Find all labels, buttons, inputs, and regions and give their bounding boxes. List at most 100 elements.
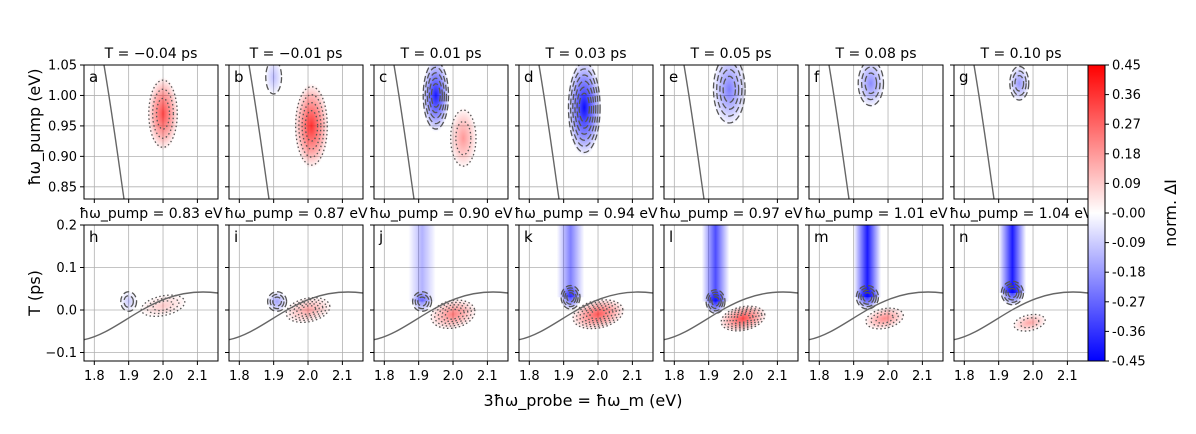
positive-feature-contour — [729, 310, 757, 327]
negative-streak — [408, 225, 436, 302]
panel-b: b T = −0.01 ps — [225, 46, 364, 203]
heatmap-area — [519, 65, 653, 199]
positive-feature-fill — [139, 294, 187, 318]
panel-title: T = 0.10 ps — [980, 46, 1062, 62]
panel-m: 1.8 1.9 2.0 2.1 m ħω_pump = 1.01 eV — [804, 206, 948, 384]
x-tick-label: 2.0 — [878, 369, 899, 384]
negative-feature-contour — [574, 80, 595, 135]
zero-contour — [519, 291, 653, 341]
panel-letter: i — [234, 228, 238, 246]
negative-feature-contour — [411, 291, 433, 312]
panel-letter: k — [524, 228, 533, 246]
panel-i: 1.8 1.9 2.0 2.1 i ħω_pump = 0.87 eV — [224, 206, 368, 384]
panel-letter: b — [234, 68, 244, 86]
negative-feature-contour — [266, 291, 288, 312]
positive-feature-contour — [575, 301, 621, 328]
panel-title: T = 0.01 ps — [400, 46, 482, 62]
panel-e: e T = 0.05 ps — [660, 46, 799, 203]
x-tick-label: 1.8 — [519, 369, 540, 384]
panel-frame — [373, 224, 509, 362]
heatmap-area — [809, 65, 943, 199]
x-tick-label: 2.0 — [443, 369, 464, 384]
heatmap-area — [229, 225, 363, 361]
zero-contour — [954, 291, 1088, 341]
positive-feature-fill — [449, 107, 478, 169]
x-tick-label: 2.1 — [912, 369, 933, 384]
panel-c: c T = 0.01 ps — [370, 46, 509, 203]
panel-background — [229, 225, 363, 361]
zero-contour — [229, 291, 363, 341]
positive-feature-contour — [140, 294, 186, 318]
negative-feature-contour — [705, 289, 726, 314]
heatmap-area — [84, 225, 218, 361]
panel-a: 0.85 0.90 0.95 1.00 1.05 a T = −0.04 ps — [48, 46, 219, 203]
panel-h: 1.8 1.9 2.0 2.1 −0.1 0.0 0.1 0.2 h ħω_pump = 0.83… — [45, 206, 223, 384]
zero-contour — [248, 65, 270, 199]
x-tick-label: 1.8 — [229, 369, 250, 384]
panel-letter: d — [524, 68, 534, 86]
heatmap-area — [84, 65, 218, 199]
negative-feature-contour — [1000, 280, 1025, 306]
panel-letter: l — [669, 228, 673, 246]
positive-feature-contour — [450, 109, 477, 167]
y-tick-label: 1.00 — [48, 89, 77, 104]
positive-feature-contour — [726, 308, 760, 329]
x-tick-label: 1.8 — [84, 369, 105, 384]
positive-feature-contour — [586, 307, 611, 322]
panel-title: ħω_pump = 0.97 eV — [659, 206, 803, 222]
heatmap-area — [374, 225, 508, 361]
x-tick-label: 2.1 — [767, 369, 788, 384]
x-axis-label: 3ħω_probe = ħω_m (eV) — [484, 391, 683, 411]
colorbar-tick-label: -0.18 — [1112, 266, 1146, 281]
colorbar-tick-label: 0.18 — [1112, 147, 1141, 162]
negative-feature-contour — [1014, 74, 1025, 92]
positive-feature-contour — [155, 97, 171, 130]
x-tick-label: 2.0 — [1023, 369, 1044, 384]
panel-title: T = 0.03 ps — [545, 46, 627, 62]
negative-feature-contour — [572, 74, 597, 141]
heatmap-area — [954, 65, 1088, 199]
panel-letter: e — [669, 68, 678, 86]
heatmap-area — [664, 65, 798, 199]
negative-feature-fill — [265, 65, 283, 96]
top-y-axis-label: ħω_pump (eV) — [25, 69, 45, 186]
negative-feature-contour — [860, 289, 875, 305]
zero-contour — [84, 291, 218, 341]
panel-letter: m — [814, 228, 829, 246]
panel-letter: g — [959, 68, 969, 86]
positive-feature-contour — [304, 110, 319, 142]
panel-letter: n — [959, 228, 969, 246]
negative-feature-contour — [566, 292, 575, 303]
positive-feature-contour — [299, 305, 317, 315]
colorbar-gradient — [1087, 64, 1106, 362]
positive-feature-contour — [875, 313, 894, 324]
positive-feature-contour — [301, 102, 322, 150]
positive-feature-contour — [732, 312, 754, 325]
negative-feature-contour — [424, 66, 448, 125]
negative-feature-contour — [426, 72, 446, 119]
positive-feature-contour — [579, 303, 617, 326]
positive-feature-contour — [735, 313, 751, 324]
panel-frame — [663, 64, 799, 200]
negative-feature-contour — [569, 68, 599, 148]
positive-feature-fill — [294, 83, 329, 169]
x-tick-label: 1.9 — [698, 369, 719, 384]
positive-feature-contour — [296, 303, 320, 317]
positive-feature-contour — [1013, 313, 1046, 332]
negative-feature-contour — [265, 65, 283, 95]
x-tick-label: 1.8 — [664, 369, 685, 384]
colorbar-tick-label: -0.36 — [1112, 325, 1146, 340]
zero-contour — [664, 291, 798, 341]
panel-title: ħω_pump = 0.94 eV — [514, 206, 658, 222]
negative-feature-contour — [711, 296, 720, 307]
panel-frame — [518, 224, 654, 362]
panel-k: 1.8 1.9 2.0 2.1 k ħω_pump = 0.94 eV — [514, 206, 658, 384]
y-tick-label: 0.2 — [56, 219, 77, 234]
panel-f: f T = 0.08 ps — [805, 46, 944, 203]
negative-feature-contour — [564, 289, 577, 305]
positive-feature-contour — [441, 306, 465, 323]
panel-background — [519, 225, 653, 361]
colorbar-tick-label: -0.45 — [1112, 355, 1146, 370]
positive-feature-contour — [437, 304, 469, 325]
positive-feature-fill — [864, 307, 905, 330]
